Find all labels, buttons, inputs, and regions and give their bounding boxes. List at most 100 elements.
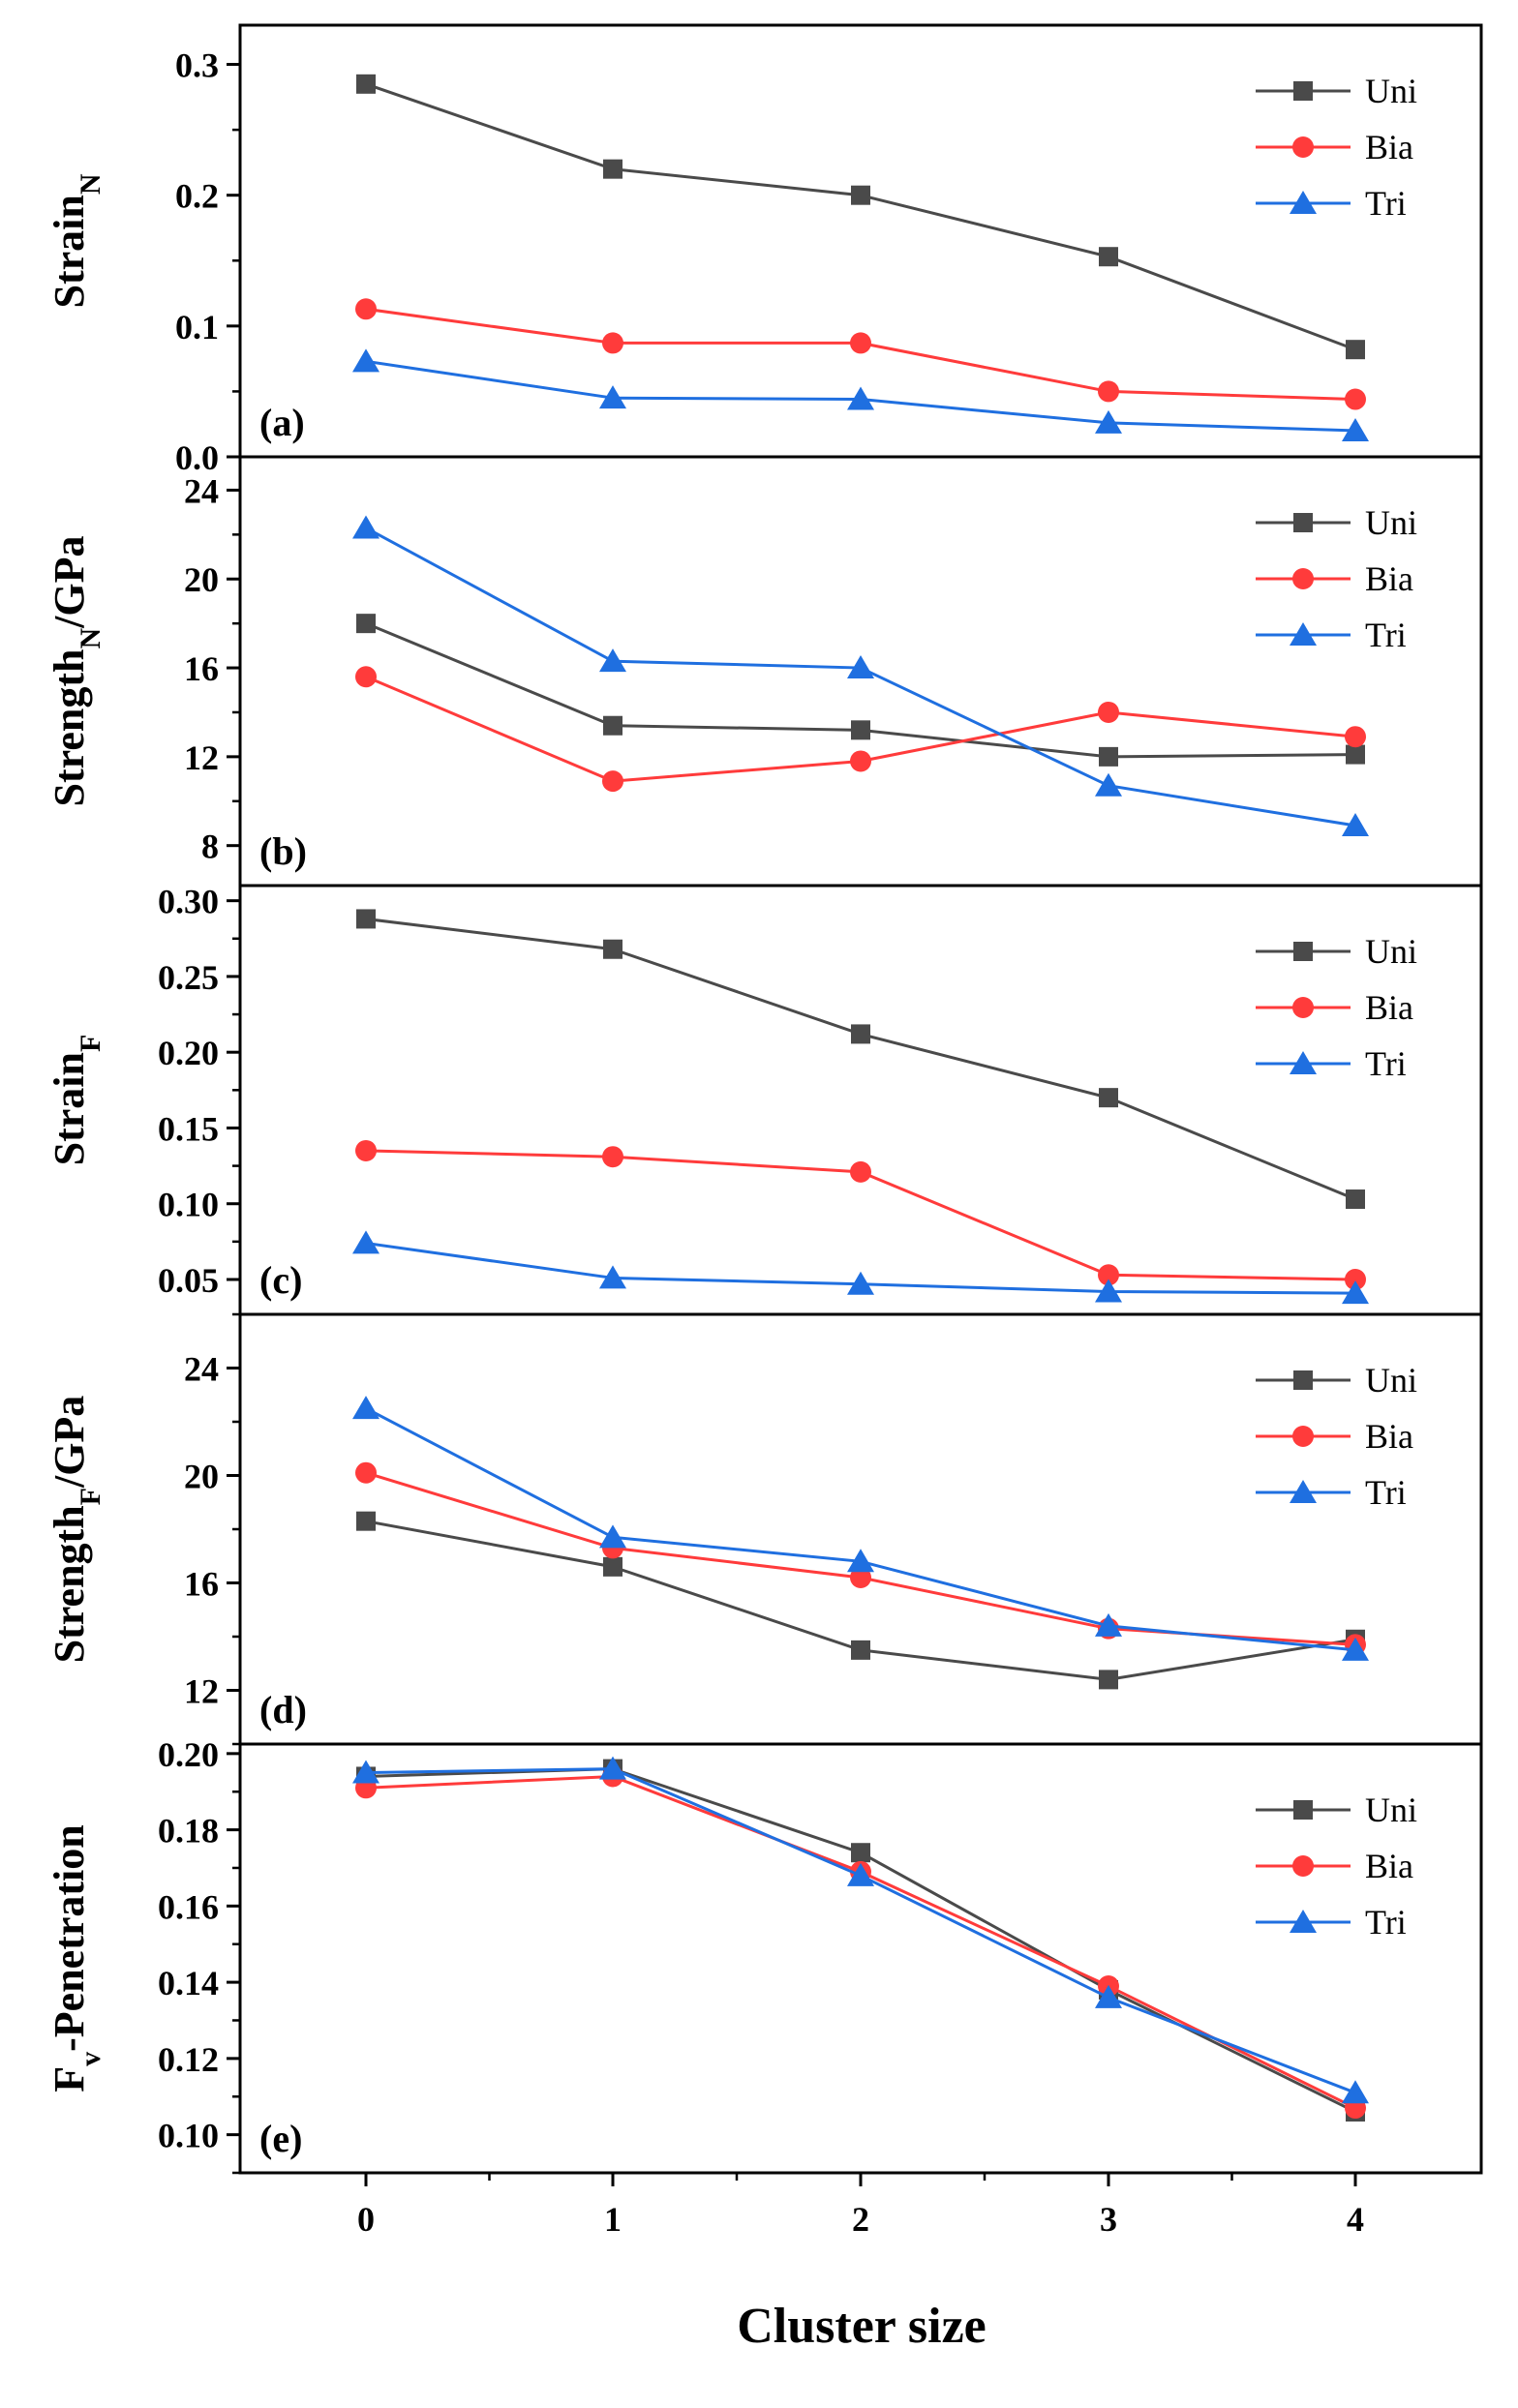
data-point-uni bbox=[1099, 247, 1118, 267]
legend-label-tri: Tri bbox=[1365, 184, 1407, 223]
data-point-tri bbox=[352, 1396, 380, 1420]
data-point-tri bbox=[599, 1756, 626, 1780]
y-axis-label: StrengthN/GPa bbox=[46, 536, 106, 807]
y-label-main: Strength bbox=[46, 1505, 93, 1663]
series-line-bia bbox=[365, 1774, 1356, 2110]
y-label-main: Strain bbox=[46, 1052, 93, 1165]
x-tick-label: 0 bbox=[357, 2200, 375, 2239]
panel-c: 0.05 0.10 0.15 0.20 0.25 0.30 Uni Bia Tri (c) Stra… bbox=[46, 883, 1483, 1316]
y-label-subscript: F bbox=[75, 1035, 106, 1052]
data-point-bia bbox=[355, 1461, 377, 1484]
legend-label-tri: Tri bbox=[1365, 1473, 1407, 1512]
series-line-uni bbox=[365, 1767, 1356, 2114]
data-point-tri bbox=[847, 1862, 874, 1886]
y-axis-label: StrainF bbox=[46, 1035, 106, 1166]
y-tick-label: 0.20 bbox=[158, 1735, 219, 1774]
data-point-uni bbox=[851, 1024, 870, 1044]
y-label-suffix: /GPa bbox=[46, 1396, 93, 1489]
x-axis-label: Cluster size bbox=[737, 2299, 987, 2354]
x-tick-label: 3 bbox=[1100, 2200, 1117, 2239]
y-tick-label: 0.10 bbox=[158, 1186, 219, 1224]
y-label-main: F bbox=[46, 2066, 93, 2092]
data-point-uni bbox=[1099, 746, 1118, 767]
y-tick-label: 16 bbox=[184, 1565, 219, 1604]
legend: Uni Bia Tri bbox=[1256, 1361, 1417, 1512]
legend-label-uni: Uni bbox=[1365, 503, 1417, 542]
legend-label-uni: Uni bbox=[1365, 72, 1417, 110]
panel-b: 8 12 16 20 24 Uni Bia Tri (b) StrengthN/GPa bbox=[46, 455, 1483, 888]
legend-label-bia: Bia bbox=[1365, 1417, 1413, 1456]
legend-marker-uni bbox=[1293, 1800, 1313, 1820]
legend: Uni Bia Tri bbox=[1256, 503, 1417, 654]
data-point-tri bbox=[352, 1230, 380, 1254]
y-tick-label: 0.10 bbox=[158, 2117, 219, 2155]
data-point-uni bbox=[1346, 744, 1365, 765]
data-point-uni bbox=[603, 1556, 622, 1577]
data-point-tri bbox=[352, 348, 380, 373]
data-point-uni bbox=[851, 185, 870, 205]
data-point-bia bbox=[602, 332, 623, 354]
data-point-uni bbox=[851, 1843, 870, 1863]
panels: 0.00.10.20.3UniBiaTri(a)StrainN812162024… bbox=[46, 23, 1483, 2239]
data-point-tri bbox=[1095, 409, 1122, 434]
y-axis-label: StrengthF/GPa bbox=[46, 1396, 106, 1664]
data-point-tri bbox=[1342, 1637, 1369, 1661]
y-label-suffix: /GPa bbox=[46, 536, 93, 629]
data-point-tri bbox=[1095, 772, 1122, 797]
data-point-bia bbox=[850, 1160, 871, 1183]
legend: Uni Bia Tri bbox=[1256, 932, 1417, 1083]
y-tick-label: 0.05 bbox=[158, 1261, 219, 1300]
data-point-bia bbox=[850, 1566, 871, 1588]
y-label-main: Strength bbox=[46, 649, 93, 807]
data-point-tri bbox=[1095, 1279, 1122, 1303]
data-point-tri bbox=[1342, 2080, 1369, 2104]
data-point-tri bbox=[599, 648, 626, 673]
data-point-uni bbox=[1346, 1189, 1365, 1210]
data-point-uni bbox=[603, 939, 622, 959]
y-tick-label: 0.12 bbox=[158, 2040, 219, 2079]
legend-label-uni: Uni bbox=[1365, 1791, 1417, 1829]
legend-marker-tri bbox=[1290, 1910, 1317, 1933]
data-point-bia bbox=[1345, 388, 1366, 410]
y-tick-label: 0.1 bbox=[175, 308, 219, 346]
y-tick-label: 0.20 bbox=[158, 1034, 219, 1072]
panel-label: (b) bbox=[259, 829, 307, 873]
data-point-uni bbox=[851, 1640, 870, 1660]
y-tick-label: 0.0 bbox=[175, 438, 219, 477]
data-point-tri bbox=[599, 1265, 626, 1289]
panel-a: 0.0 0.1 0.2 0.3 Uni Bia Tri (a) StrainN bbox=[46, 23, 1483, 477]
data-point-uni bbox=[603, 159, 622, 179]
data-point-tri bbox=[1342, 417, 1369, 441]
legend-marker-bia bbox=[1292, 997, 1314, 1018]
y-label-subscript: v bbox=[75, 2052, 106, 2066]
data-point-tri bbox=[1095, 1984, 1122, 2008]
data-point-tri bbox=[847, 1271, 874, 1295]
legend-marker-bia bbox=[1292, 1426, 1314, 1447]
y-tick-label: 0.16 bbox=[158, 1887, 219, 1926]
data-point-tri bbox=[352, 1760, 380, 1784]
y-axis-label: Fv-Penetration bbox=[46, 1824, 106, 2092]
legend: Uni Bia Tri bbox=[1256, 1791, 1417, 1941]
legend-marker-uni bbox=[1293, 1370, 1313, 1390]
data-point-bia bbox=[602, 770, 623, 793]
y-tick-label: 0.18 bbox=[158, 1812, 219, 1851]
series-line-uni bbox=[365, 917, 1356, 1201]
y-label-suffix: -Penetration bbox=[46, 1824, 93, 2052]
y-label-subscript: F bbox=[75, 1488, 106, 1505]
y-tick-label: 0.30 bbox=[158, 883, 219, 921]
data-point-bia bbox=[1098, 701, 1119, 723]
data-point-uni bbox=[356, 909, 376, 929]
panel-e: 0.10 0.12 0.14 0.16 0.18 0.20 0 1 2 3 4 Uni Bia Tri (e… bbox=[46, 1735, 1483, 2239]
panel-label: (d) bbox=[259, 1688, 307, 1731]
y-tick-label: 0.3 bbox=[175, 46, 219, 85]
data-point-uni bbox=[1099, 1088, 1118, 1108]
data-point-tri bbox=[599, 385, 626, 409]
legend-label-tri: Tri bbox=[1365, 616, 1407, 654]
data-point-uni bbox=[356, 614, 376, 634]
y-tick-label: 20 bbox=[184, 1458, 219, 1496]
y-tick-label: 12 bbox=[184, 738, 219, 777]
series-line-bia bbox=[365, 307, 1356, 402]
legend-marker-tri bbox=[1290, 191, 1317, 214]
data-point-bia bbox=[1345, 1268, 1366, 1290]
